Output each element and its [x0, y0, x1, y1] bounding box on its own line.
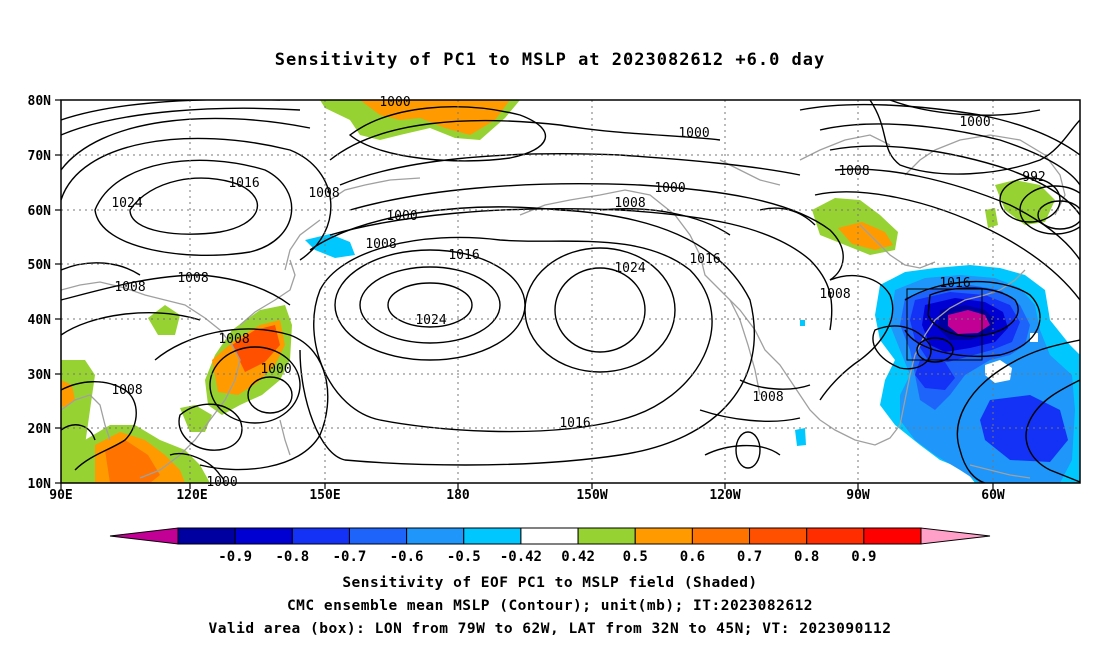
- colorbar-tick-label: -0.5: [447, 549, 481, 565]
- lat-label: 10N: [28, 477, 52, 492]
- contour-label: 1000: [654, 181, 685, 196]
- contour-label: 1000: [379, 95, 410, 110]
- colorbar-segment: [291, 527, 350, 545]
- contour-labels: 1000 1000 1000 1000 1000 1000 992 1024 1…: [111, 95, 1045, 490]
- colorbar-segment: [234, 527, 293, 545]
- contour-label: 1000: [386, 209, 417, 224]
- lat-label: 60N: [28, 204, 52, 219]
- colorbar-tick-label: -0.7: [333, 549, 367, 565]
- colorbar-tick-label: -0.9: [218, 549, 252, 565]
- lon-label: 150W: [576, 488, 607, 503]
- colorbar-tick-label: 0.8: [794, 549, 819, 565]
- lat-label: 20N: [28, 422, 52, 437]
- colorbar-right-arrow: [920, 527, 991, 545]
- colorbar-tick-label: -0.8: [275, 549, 309, 565]
- contour-label: 1016: [689, 252, 720, 267]
- contour-label: 1016: [939, 276, 970, 291]
- contour-label: 1000: [260, 362, 291, 377]
- lon-label: 150E: [309, 488, 340, 503]
- contour-label: 1008: [177, 271, 208, 286]
- lat-label: 30N: [28, 368, 52, 383]
- colorbar-segment: [348, 527, 408, 545]
- contour-label: 1000: [959, 115, 990, 130]
- contour-label: 1008: [365, 237, 396, 252]
- colorbar-tick-label: 0.42: [561, 549, 595, 565]
- colorbar-left-arrow: [109, 527, 179, 545]
- contour-label: 1024: [415, 313, 446, 328]
- map-title: Sensitivity of PC1 to MSLP at 2023082612…: [274, 50, 826, 70]
- colorbar-segment: [463, 527, 522, 545]
- lon-label: 120W: [709, 488, 740, 503]
- lat-label: 80N: [28, 94, 52, 109]
- contour-label: 1016: [228, 176, 259, 191]
- contour-label: 1008: [114, 280, 145, 295]
- contour-label: 1008: [819, 287, 850, 302]
- contour-label: 1016: [448, 248, 479, 263]
- grid-lines: [61, 100, 1080, 483]
- lat-label: 40N: [28, 313, 52, 328]
- contour-label: 1008: [111, 383, 142, 398]
- lat-label: 50N: [28, 258, 52, 273]
- colorbar-segment: [577, 527, 636, 545]
- colorbar-segment: [749, 527, 808, 545]
- contour-label: 992: [1022, 170, 1045, 185]
- lon-label: 180: [446, 488, 470, 503]
- colorbar-tick-label: 0.9: [851, 549, 876, 565]
- contour-label: 1000: [206, 475, 237, 490]
- lon-label: 120E: [176, 488, 207, 503]
- colorbar-tick-label: -0.42: [500, 549, 542, 565]
- lon-label: 90W: [846, 488, 870, 503]
- contour-label: 1008: [218, 332, 249, 347]
- colorbar-segment: [177, 527, 236, 545]
- colorbar: -0.9 -0.8 -0.7 -0.6 -0.5 -0.42 0.42 0.5 0.6 0.7 0.…: [109, 527, 991, 565]
- valid-area-box: [906, 288, 983, 361]
- footnote-shaded: Sensitivity of EOF PC1 to MSLP field (Sh…: [342, 575, 758, 591]
- contour-label: 1008: [752, 390, 783, 405]
- contour-label: 1008: [838, 164, 869, 179]
- colorbar-tick-label: 0.7: [737, 549, 762, 565]
- contour-label: 1024: [111, 196, 142, 211]
- colorbar-segment: [406, 527, 465, 545]
- contour-label: 1008: [308, 186, 339, 201]
- colorbar-segment: [691, 527, 751, 545]
- coastlines: [61, 134, 1066, 479]
- latitude-labels: 80N 70N 60N 50N 40N 30N 20N 10N: [28, 94, 52, 492]
- mslp-contours: [61, 100, 1080, 483]
- lat-label: 70N: [28, 149, 52, 164]
- colorbar-segment: [520, 527, 579, 545]
- contour-label: 1008: [614, 196, 645, 211]
- colorbar-segment: [634, 527, 693, 545]
- tick-marks: [55, 99, 994, 489]
- contour-label: 1024: [614, 261, 645, 276]
- colorbar-tick-label: 0.5: [623, 549, 648, 565]
- contour-label: 1000: [678, 126, 709, 141]
- footnote-contour: CMC ensemble mean MSLP (Contour); unit(m…: [286, 598, 814, 614]
- longitude-labels: 90E 120E 150E 180 150W 120W 90W 60W: [49, 488, 1005, 503]
- colorbar-tick-label: 0.6: [680, 549, 705, 565]
- contour-label: 1016: [559, 416, 590, 431]
- map-frame: [60, 99, 1081, 484]
- lon-label: 90E: [49, 488, 72, 503]
- colorbar-tick-label: -0.6: [390, 549, 424, 565]
- colorbar-segment: [806, 527, 865, 545]
- lon-label: 60W: [981, 488, 1005, 503]
- footnote-valid-area: Valid area (box): LON from 79W to 62W, L…: [208, 621, 892, 637]
- colorbar-segment: [863, 527, 922, 545]
